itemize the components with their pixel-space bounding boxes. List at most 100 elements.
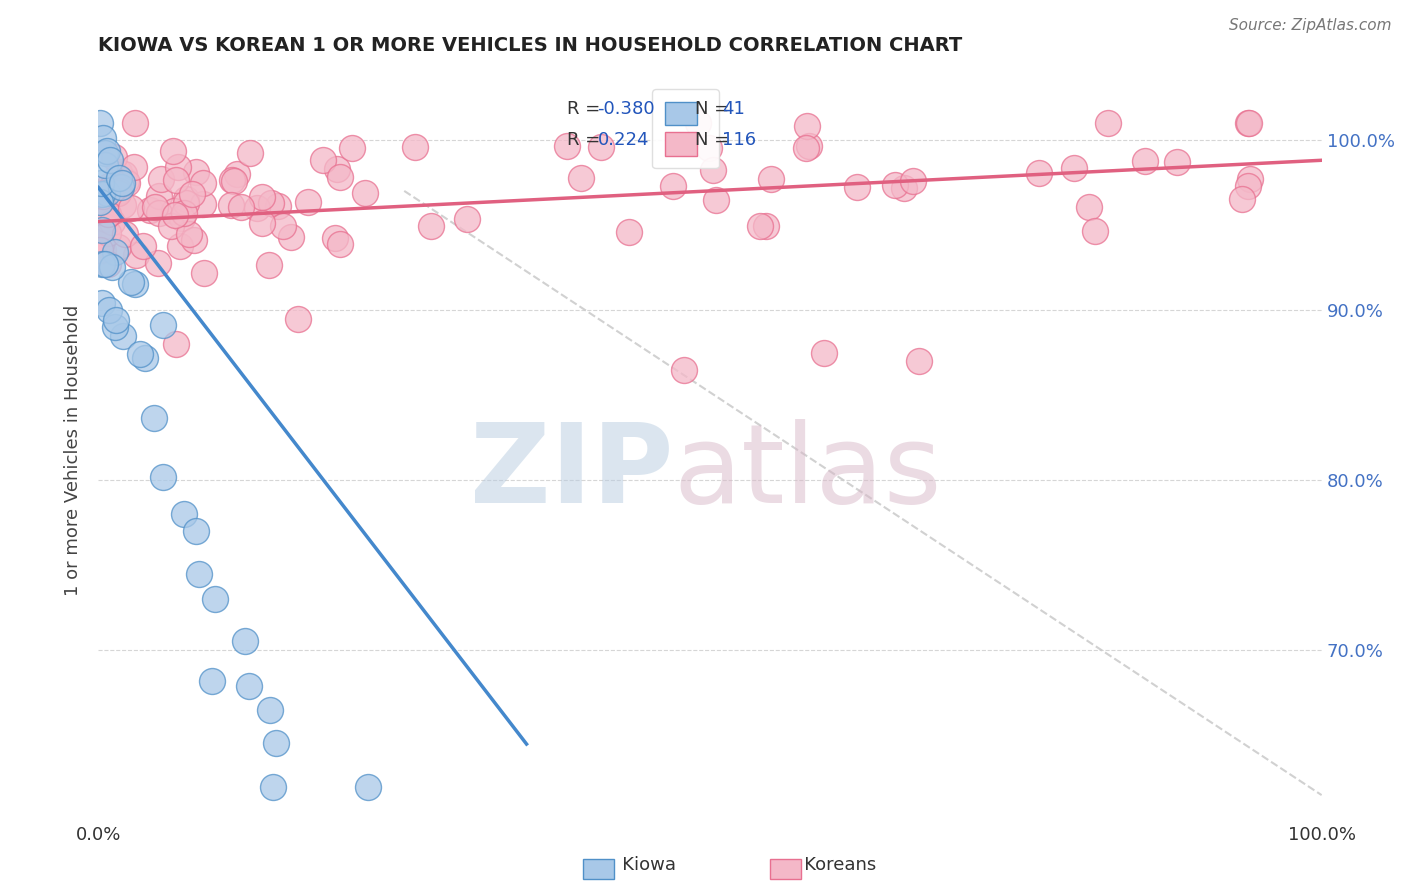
Text: -0.380: -0.380 <box>598 100 655 118</box>
Point <box>749 219 772 233</box>
Point <box>252 216 274 230</box>
Point <box>846 179 869 194</box>
Point <box>173 206 195 220</box>
Point <box>165 173 187 187</box>
Point <box>404 140 426 154</box>
Point <box>883 178 905 193</box>
Point <box>1166 154 1188 169</box>
Point <box>329 236 352 251</box>
Point <box>97 257 120 271</box>
Point <box>673 362 696 376</box>
Point <box>159 219 181 233</box>
Point <box>619 225 641 239</box>
Text: N =: N = <box>696 100 735 118</box>
Point <box>94 158 117 172</box>
Point <box>287 311 309 326</box>
Point <box>1236 116 1258 130</box>
Point <box>456 212 478 227</box>
Point <box>96 144 118 158</box>
Point <box>1078 200 1101 214</box>
Point <box>221 173 243 187</box>
Point <box>1230 192 1253 206</box>
Point <box>91 130 114 145</box>
Point <box>173 508 195 522</box>
Point <box>152 318 174 332</box>
Text: Kiowa: Kiowa <box>605 855 675 873</box>
Point <box>1236 178 1258 193</box>
Point <box>104 312 127 326</box>
Point <box>589 140 612 154</box>
Point <box>260 195 283 210</box>
Point <box>124 116 146 130</box>
Point <box>796 119 818 133</box>
Point <box>1097 116 1119 130</box>
Point <box>1133 153 1156 168</box>
Point <box>110 179 132 194</box>
Point <box>755 219 778 234</box>
Point <box>170 211 193 226</box>
Point <box>122 160 145 174</box>
Point <box>419 219 441 233</box>
Point <box>143 200 166 214</box>
Point <box>120 201 142 215</box>
Text: KIOWA VS KOREAN 1 OR MORE VEHICLES IN HOUSEHOLD CORRELATION CHART: KIOWA VS KOREAN 1 OR MORE VEHICLES IN HO… <box>98 36 963 54</box>
Point <box>90 237 112 252</box>
Point <box>97 226 120 240</box>
Point <box>201 673 224 688</box>
Point <box>111 177 134 191</box>
Point <box>661 178 683 193</box>
Point <box>114 167 136 181</box>
Point <box>1028 166 1050 180</box>
Point <box>163 203 186 218</box>
Point <box>89 236 111 251</box>
Text: R =: R = <box>567 131 606 150</box>
Point <box>111 329 134 343</box>
Point <box>312 153 335 168</box>
Point <box>233 634 256 648</box>
Point <box>1063 161 1085 176</box>
Point <box>799 139 821 153</box>
Point <box>759 171 782 186</box>
Point <box>146 255 169 269</box>
Text: ZIP: ZIP <box>470 419 673 526</box>
Point <box>114 174 136 188</box>
Point <box>702 163 724 178</box>
Point <box>167 160 190 174</box>
Point <box>219 198 242 212</box>
Point <box>1084 224 1107 238</box>
Point <box>101 184 124 198</box>
Point <box>259 703 281 717</box>
Point <box>184 164 207 178</box>
Point <box>813 345 835 359</box>
Point <box>142 410 165 425</box>
Point <box>103 150 125 164</box>
Point <box>238 679 260 693</box>
Text: R =: R = <box>567 100 606 118</box>
Point <box>96 186 118 200</box>
Point <box>128 347 150 361</box>
Point <box>98 153 121 168</box>
Point <box>222 174 245 188</box>
Point <box>908 354 931 368</box>
Point <box>94 211 117 226</box>
Point <box>89 243 111 257</box>
Point <box>165 208 187 222</box>
Point <box>903 174 925 188</box>
Point <box>280 229 302 244</box>
Point <box>107 170 129 185</box>
Point <box>246 202 269 216</box>
Point <box>226 168 249 182</box>
Point <box>89 116 111 130</box>
Point <box>97 178 120 193</box>
Point <box>181 187 204 202</box>
Point <box>101 214 124 228</box>
Point <box>796 141 818 155</box>
Point <box>179 227 201 241</box>
Point <box>356 780 378 794</box>
Legend: , : , <box>652 89 718 169</box>
Point <box>94 145 117 160</box>
Point <box>174 195 197 210</box>
Text: Koreans: Koreans <box>787 855 876 873</box>
Point <box>97 207 120 221</box>
Point <box>120 275 142 289</box>
